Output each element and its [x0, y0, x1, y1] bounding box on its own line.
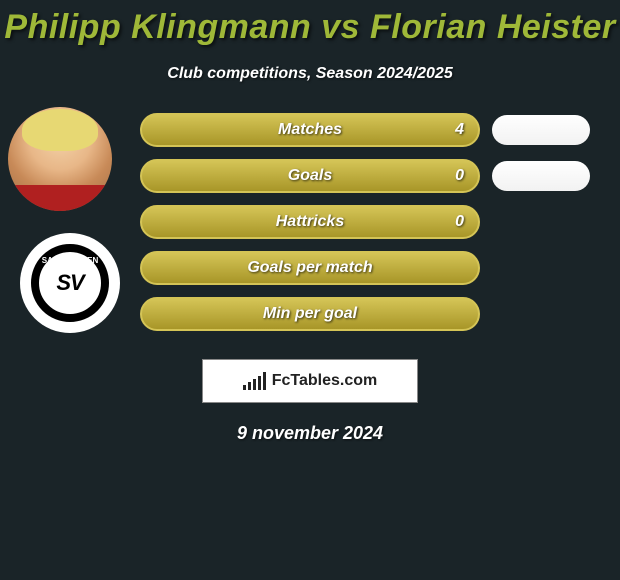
stat-value: 0 — [455, 167, 464, 185]
stat-bars: Matches4Goals0Hattricks0Goals per matchM… — [140, 113, 480, 343]
fctables-logo[interactable]: FcTables.com — [202, 359, 418, 403]
logo-text: FcTables.com — [272, 372, 378, 390]
stat-label: Goals — [142, 167, 478, 185]
stat-label: Hattricks — [142, 213, 478, 231]
stat-row: Min per goal — [140, 297, 480, 331]
stat-row: Goals per match — [140, 251, 480, 285]
date-label: 9 november 2024 — [0, 423, 620, 444]
opponent-pills — [492, 113, 590, 207]
page-title: Philipp Klingmann vs Florian Heister — [0, 0, 620, 47]
club-badge-inner: SANDHAUSEN SV 1916 — [31, 244, 109, 322]
stat-value: 0 — [455, 213, 464, 231]
avatar-column: SANDHAUSEN SV 1916 — [8, 107, 120, 333]
club-arc-bottom: 1916 — [39, 301, 101, 310]
stat-label: Min per goal — [142, 305, 478, 323]
club-arc-top: SANDHAUSEN — [39, 256, 101, 265]
stat-bar-fill: Goals per match — [140, 251, 480, 285]
stat-row: Matches4 — [140, 113, 480, 147]
stat-label: Matches — [142, 121, 478, 139]
stat-bar-fill: Matches4 — [140, 113, 480, 147]
player-avatar — [8, 107, 112, 211]
bar-chart-icon — [243, 372, 266, 390]
stat-bar-fill: Min per goal — [140, 297, 480, 331]
opponent-pill — [492, 161, 590, 191]
opponent-pill — [492, 115, 590, 145]
stat-bar-fill: Goals0 — [140, 159, 480, 193]
stat-row: Goals0 — [140, 159, 480, 193]
comparison-panel: SANDHAUSEN SV 1916 Matches4Goals0Hattric… — [0, 113, 620, 353]
stat-value: 4 — [455, 121, 464, 139]
stat-bar-fill: Hattricks0 — [140, 205, 480, 239]
stat-label: Goals per match — [142, 259, 478, 277]
club-initials: SV — [56, 270, 83, 296]
subtitle: Club competitions, Season 2024/2025 — [0, 65, 620, 83]
club-badge: SANDHAUSEN SV 1916 — [20, 233, 120, 333]
stat-row: Hattricks0 — [140, 205, 480, 239]
